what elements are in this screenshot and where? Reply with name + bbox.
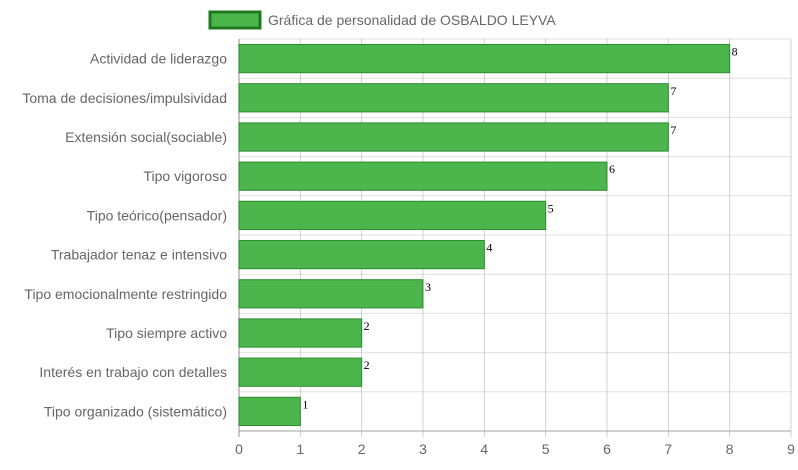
x-tick-label: 4: [480, 441, 488, 457]
bar[interactable]: [238, 357, 363, 387]
x-tick-label: 1: [296, 441, 304, 457]
category-label: Trabajador tenaz e intensivo: [51, 247, 227, 263]
data-label: 8: [732, 45, 738, 59]
data-label: 5: [548, 201, 554, 215]
category-label: Tipo emocionalmente restringido: [24, 286, 227, 302]
legend-label[interactable]: Gráfica de personalidad de OSBALDO LEYVA: [268, 12, 556, 28]
category-label: Toma de decisiones/impulsividad: [22, 90, 227, 106]
bar[interactable]: [238, 396, 301, 427]
data-label: 4: [486, 241, 492, 255]
category-label: Extensión social(sociable): [65, 129, 227, 145]
x-tick-label: 7: [664, 441, 672, 457]
x-tick-label: 3: [419, 441, 427, 457]
data-label: 6: [609, 162, 615, 176]
legend[interactable]: Gráfica de personalidad de OSBALDO LEYVA: [208, 10, 556, 30]
value-labels: 8 7 7 6 5 4 3 2 2 1: [302, 45, 737, 412]
bar[interactable]: [238, 161, 608, 191]
data-label: 1: [302, 397, 308, 411]
x-tick-label: 6: [603, 441, 611, 457]
bar[interactable]: [238, 200, 547, 231]
bar[interactable]: [238, 83, 669, 113]
category-label: Tipo siempre activo: [106, 325, 227, 341]
category-label: Tipo vigoroso: [143, 168, 227, 184]
bar[interactable]: [238, 279, 424, 309]
data-label: 2: [364, 358, 370, 372]
category-label: Interés en trabajo con detalles: [39, 364, 227, 380]
category-label: Actividad de liderazgo: [90, 51, 227, 67]
x-tick-label: 9: [787, 441, 795, 457]
bar[interactable]: [238, 122, 669, 152]
category-label: Tipo teórico(pensador): [87, 207, 227, 223]
legend-swatch[interactable]: [208, 10, 262, 30]
data-label: 7: [670, 123, 676, 137]
x-tick-label: 0: [235, 441, 243, 457]
x-tick-label: 8: [726, 441, 734, 457]
x-tick-label: 2: [358, 441, 366, 457]
bar[interactable]: [238, 239, 485, 270]
data-label: 2: [364, 319, 370, 333]
category-labels: Actividad de liderazgo Toma de decisiones…: [22, 51, 227, 420]
bar[interactable]: [238, 318, 363, 348]
x-axis-tick-labels: 0 1 2 3 4 5 6 7 8 9: [235, 441, 795, 457]
data-label: 3: [425, 280, 431, 294]
bars: [238, 43, 731, 427]
bar[interactable]: [238, 43, 731, 74]
category-label: Tipo organizado (sistemático): [44, 403, 227, 419]
x-tick-label: 5: [542, 441, 550, 457]
data-label: 7: [670, 84, 676, 98]
